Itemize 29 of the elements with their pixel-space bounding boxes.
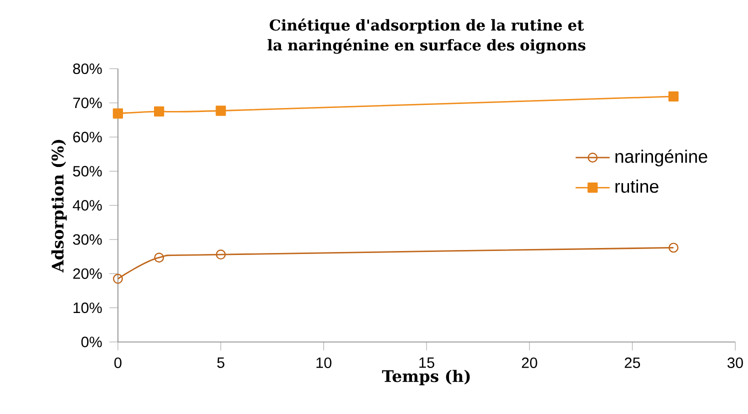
x-tick-label: 5 [217, 358, 224, 368]
point [216, 106, 226, 116]
y-tick-label: 60% [73, 132, 102, 142]
y-axis-title: Adsorption (%) [51, 140, 67, 273]
y-tick-label: 0% [81, 336, 102, 348]
y-tick-label: 10% [74, 302, 102, 314]
point [216, 250, 226, 260]
chart-title: Cinétique d'adsorption de la rutine et la naringénine en surface des oignons [268, 18, 586, 54]
point [112, 108, 124, 119]
x-tick-label: 15 [419, 358, 434, 368]
y-tick-label: 30% [73, 234, 102, 245]
y-tick-label: 80% [73, 63, 102, 74]
point [668, 91, 679, 102]
legend-label: rutine [616, 180, 658, 193]
y-tick-label: 70% [73, 98, 102, 108]
x-axis-title: Temps (h) [382, 370, 470, 386]
point [112, 274, 123, 284]
point [668, 242, 678, 253]
x-tick-label: 0 [114, 358, 122, 368]
point [154, 106, 164, 117]
y-tick-label: 20% [73, 268, 102, 279]
x-tick-label: 30 [727, 358, 743, 368]
x-tick-label: 25 [624, 358, 640, 368]
point [154, 252, 164, 263]
y-tick-label: 40% [72, 200, 102, 211]
legend-label: naringénine [616, 150, 708, 166]
x-tick-label: 10 [316, 358, 332, 368]
x-tick-label: 20 [522, 358, 538, 368]
y-tick-label: 50% [73, 166, 102, 177]
